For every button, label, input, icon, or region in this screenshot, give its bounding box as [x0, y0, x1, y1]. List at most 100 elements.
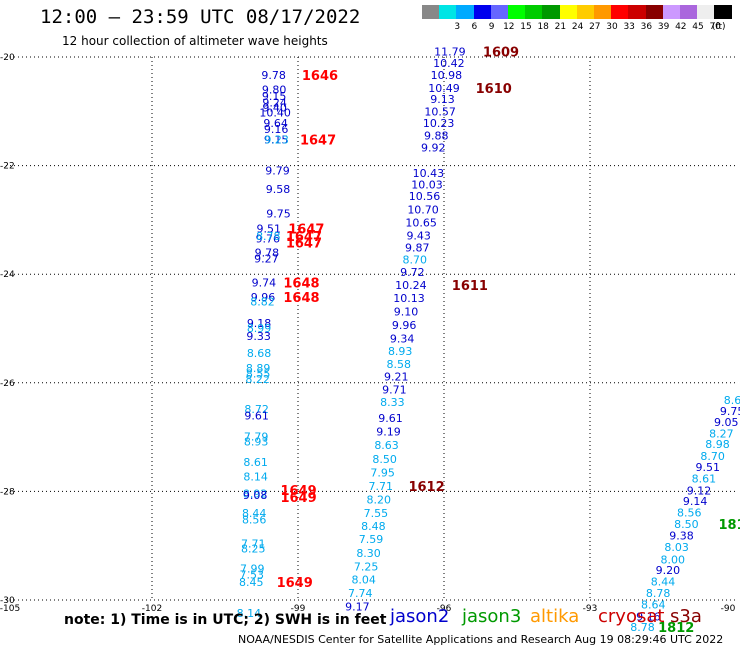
pass-number: 1612 — [408, 480, 444, 495]
wave-height-value: 9.23 — [264, 134, 289, 147]
pass-number: 1610 — [476, 82, 512, 97]
wave-height-value: 9.88 — [424, 130, 449, 143]
wave-height-value: 9.87 — [405, 242, 430, 255]
satellite-altika: altika — [530, 606, 580, 627]
wave-height-value: 8.89 — [246, 362, 271, 375]
pass-number: 1609 — [483, 46, 519, 61]
wave-height-value: 8.92 — [243, 488, 268, 501]
lat-tick-label: -24 — [0, 270, 15, 280]
wave-height-value: 7.74 — [348, 587, 373, 600]
wave-height-value: 8.78 — [646, 587, 671, 600]
wave-height-value: 9.72 — [400, 266, 425, 279]
wave-height-value: 10.70 — [407, 204, 439, 217]
wave-height-value: 8.03 — [664, 541, 689, 554]
lat-tick-label: -20 — [0, 53, 15, 63]
scale-label: 6 — [471, 22, 478, 32]
scale-label: 3 — [454, 22, 461, 32]
scale-swatch — [542, 5, 561, 19]
pass-number: 1648 — [283, 276, 319, 291]
scale-swatch — [508, 5, 526, 19]
wave-height-value: 8.50 — [674, 518, 699, 531]
pass-number: 1647 — [300, 134, 336, 149]
satellite-jason3: jason3 — [462, 606, 522, 627]
wave-height-value: 7.71 — [368, 480, 393, 493]
pass-number: 1611 — [452, 279, 488, 294]
scale-swatch — [594, 5, 612, 19]
wave-height-value: 9.12 — [687, 484, 712, 497]
lat-tick-label: -28 — [0, 487, 15, 497]
scale-label: 39 — [657, 22, 670, 32]
scale-swatch — [422, 5, 440, 19]
wave-height-value: 9.61 — [378, 412, 403, 425]
wave-height-value: 8.61 — [692, 472, 717, 485]
wave-height-value: 9.96 — [392, 319, 417, 332]
scale-label: 18 — [537, 22, 549, 32]
scale-swatch — [611, 5, 630, 19]
wave-height-value: 8.78 — [630, 621, 655, 634]
wave-height-value: 8.25 — [241, 542, 266, 555]
scale-label: 27 — [589, 22, 601, 32]
wave-height-value: 9.05 — [714, 416, 739, 429]
wave-height-labels: 9.789.809.159.249.4010.409.649.169.159.2… — [237, 46, 740, 635]
wave-height-value: 8.70 — [700, 450, 725, 463]
pass-number: 1649 — [277, 576, 313, 591]
wave-height-value: 10.24 — [395, 279, 427, 292]
lon-tick-label: -90 — [721, 604, 736, 614]
wave-height-value: 9.27 — [254, 252, 279, 265]
scale-swatch — [439, 5, 458, 19]
wave-height-value: 9.16 — [264, 123, 289, 136]
wave-height-value: 8.56 — [677, 507, 702, 520]
wave-height-value: 9.75 — [266, 207, 291, 220]
wave-height-value: 9.34 — [390, 332, 415, 345]
lat-tick-label: -30 — [0, 596, 15, 606]
wave-height-value: 9.21 — [384, 370, 409, 383]
scale-swatch — [680, 5, 698, 19]
wave-height-value: 9.24 — [262, 97, 287, 110]
wave-height-value: 10.13 — [393, 292, 425, 305]
wave-height-value: 7.95 — [370, 466, 395, 479]
pass-labels: 1646164716471647164716481648164916491649… — [277, 46, 740, 637]
wave-height-value: 10.56 — [409, 190, 441, 203]
wave-height-value: 9.80 — [262, 84, 287, 97]
wave-height-value: 8.93 — [388, 345, 413, 358]
pass-number: 1813 — [718, 518, 740, 533]
scale-label: 42 — [675, 22, 687, 32]
wave-height-value: 8.33 — [380, 396, 405, 409]
wave-height-value: 7.99 — [240, 563, 265, 576]
wave-height-value: 9.10 — [394, 306, 419, 319]
wave-height-value: 9.20 — [656, 564, 681, 577]
wave-height-value: 8.56 — [242, 514, 267, 527]
scale-swatch — [628, 5, 647, 19]
scale-swatch — [714, 5, 733, 19]
wave-height-value: 9.76 — [256, 232, 281, 245]
scale-swatch — [490, 5, 509, 19]
wave-height-value: 10.03 — [411, 179, 443, 192]
pass-number: 1647 — [286, 230, 322, 245]
wave-height-value: 8.45 — [239, 576, 264, 589]
scale-swatch — [525, 5, 544, 19]
wave-height-value: 8.63 — [374, 439, 399, 452]
wave-height-value: 9.15 — [264, 134, 289, 147]
wave-height-value: 9.43 — [406, 230, 431, 243]
scale-swatch — [456, 5, 475, 19]
wave-height-value: 8.55 — [246, 368, 271, 381]
wave-height-value: 9.14 — [683, 495, 708, 508]
wave-height-value: 9.51 — [696, 461, 721, 474]
wave-height-value: 10.23 — [423, 117, 455, 130]
satellite-s3a: s3a — [670, 606, 702, 627]
wave-height-value: 8.60 — [724, 394, 740, 407]
wave-height-value: 9.08 — [243, 489, 268, 502]
wave-height-value: 10.65 — [405, 217, 437, 230]
wave-height-value: 9.40 — [262, 101, 287, 114]
wave-height-value: 9.75 — [720, 405, 740, 418]
wave-height-value: 8.44 — [651, 576, 676, 589]
scale-label: 9 — [488, 22, 495, 32]
wave-height-value: 8.50 — [372, 453, 397, 466]
wave-height-value: 8.93 — [244, 435, 269, 448]
pass-number: 1649 — [280, 484, 316, 499]
scale-swatch — [697, 5, 716, 19]
wave-height-value: 7.53 — [240, 568, 265, 581]
lon-tick-label: -105 — [0, 604, 20, 614]
tick-labels: -105 -102 -99 -96 -93 -90 -20 -22 -24 -26 -28 -30 — [0, 53, 736, 614]
